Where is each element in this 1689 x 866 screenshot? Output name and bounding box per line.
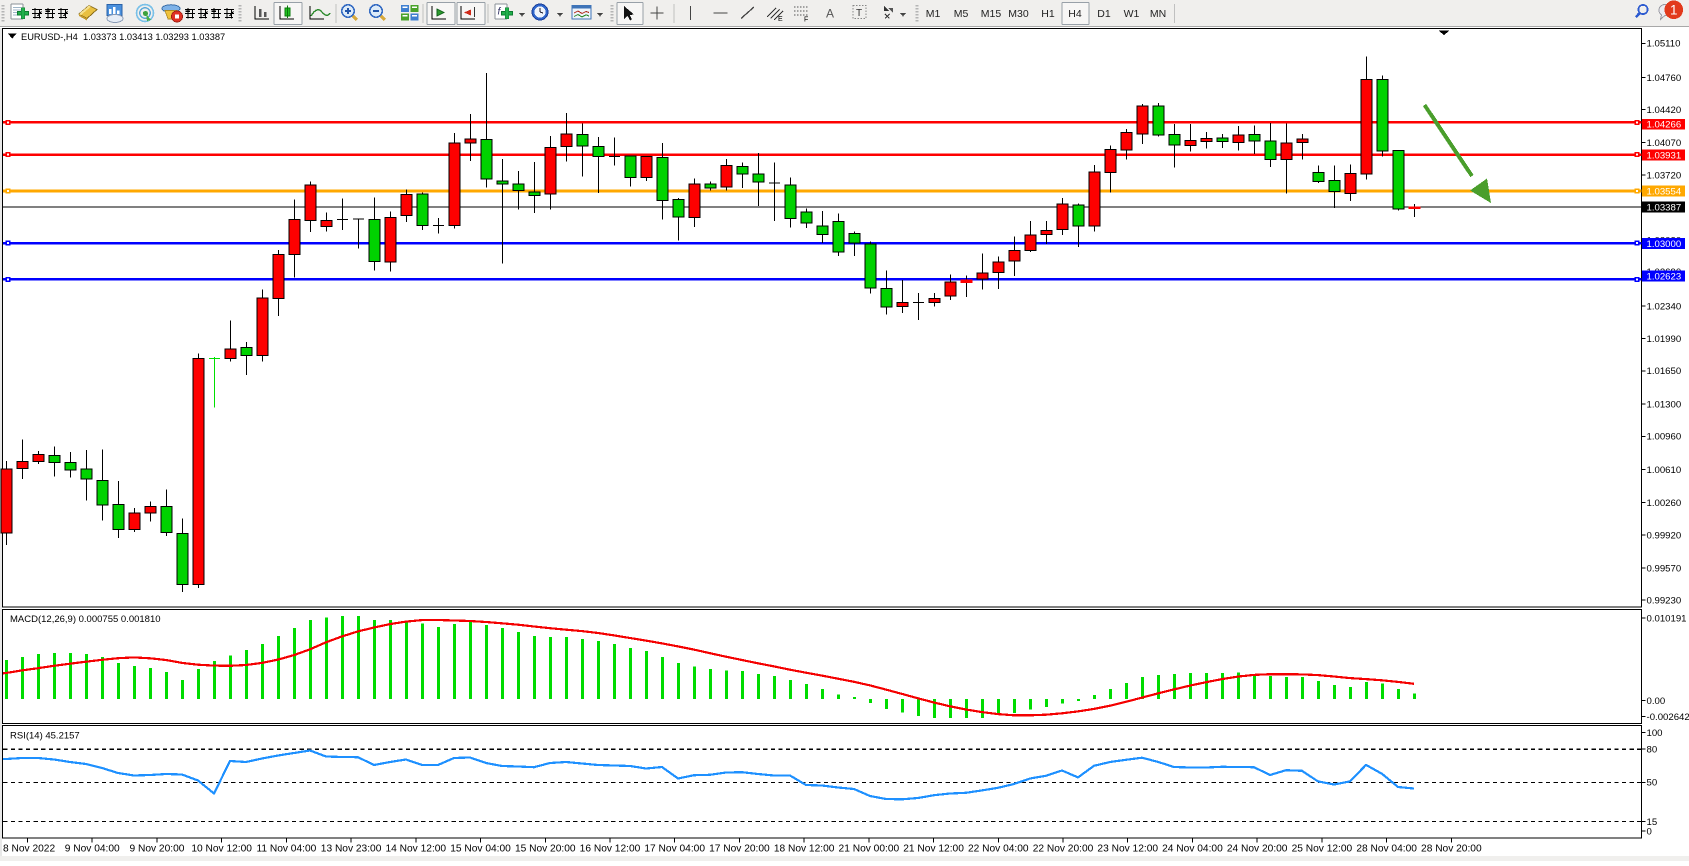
svg-text:M30: M30 (1008, 8, 1029, 20)
svg-text:F: F (804, 17, 808, 24)
svg-text:11 Nov 04:00: 11 Nov 04:00 (256, 844, 316, 855)
svg-text:21 Nov 12:00: 21 Nov 12:00 (903, 844, 964, 855)
svg-text:1.01300: 1.01300 (1647, 399, 1682, 410)
svg-text:1.03931: 1.03931 (1647, 150, 1682, 161)
svg-text:1.01650: 1.01650 (1647, 366, 1682, 377)
svg-text:17 Nov 20:00: 17 Nov 20:00 (709, 844, 770, 855)
svg-text:-0.002642: -0.002642 (1647, 712, 1689, 723)
svg-text:1.04760: 1.04760 (1647, 73, 1682, 84)
svg-text:1.03000: 1.03000 (1647, 239, 1682, 250)
svg-text:0.99920: 0.99920 (1647, 530, 1682, 541)
svg-text:1.05110: 1.05110 (1647, 39, 1681, 50)
svg-text:24 Nov 04:00: 24 Nov 04:00 (1162, 844, 1223, 855)
svg-text:28 Nov 04:00: 28 Nov 04:00 (1356, 844, 1417, 855)
svg-text:1.03720: 1.03720 (1647, 171, 1682, 182)
svg-text:1.00260: 1.00260 (1647, 498, 1682, 509)
svg-text:1.02623: 1.02623 (1647, 271, 1682, 282)
svg-text:E: E (778, 16, 783, 23)
svg-text:0.99570: 0.99570 (1647, 563, 1682, 574)
svg-text:M5: M5 (954, 8, 969, 20)
svg-text:1: 1 (1670, 2, 1678, 17)
svg-text:9 Nov 20:00: 9 Nov 20:00 (129, 844, 184, 855)
svg-text:MN: MN (1150, 8, 1166, 20)
svg-text:17 Nov 04:00: 17 Nov 04:00 (644, 844, 705, 855)
svg-text:A: A (826, 7, 834, 21)
svg-text:M1: M1 (926, 8, 941, 20)
svg-text:T: T (856, 8, 862, 19)
svg-text:1.03387: 1.03387 (1647, 203, 1682, 214)
svg-text:EURUSD-,H4 1.03373 1.03413 1.: EURUSD-,H4 1.03373 1.03413 1.03293 1.033… (21, 32, 225, 42)
svg-text:50: 50 (1647, 778, 1658, 789)
svg-text:28 Nov 20:00: 28 Nov 20:00 (1421, 844, 1482, 855)
svg-text:10 Nov 12:00: 10 Nov 12:00 (191, 844, 252, 855)
svg-text:W1: W1 (1124, 8, 1140, 20)
svg-text:13 Nov 23:00: 13 Nov 23:00 (321, 844, 382, 855)
svg-text:H1: H1 (1041, 8, 1055, 20)
svg-text:25 Nov 12:00: 25 Nov 12:00 (1292, 844, 1353, 855)
svg-text:0.00: 0.00 (1647, 696, 1666, 707)
svg-text:14 Nov 12:00: 14 Nov 12:00 (386, 844, 447, 855)
svg-text:M15: M15 (981, 8, 1002, 20)
svg-text:100: 100 (1647, 728, 1663, 739)
svg-text:15 Nov 04:00: 15 Nov 04:00 (450, 844, 511, 855)
svg-text:22 Nov 04:00: 22 Nov 04:00 (968, 844, 1029, 855)
svg-text:23 Nov 12:00: 23 Nov 12:00 (1097, 844, 1158, 855)
svg-text:1.04070: 1.04070 (1647, 138, 1682, 149)
svg-text:16 Nov 12:00: 16 Nov 12:00 (580, 844, 641, 855)
svg-text:1.00960: 1.00960 (1647, 432, 1682, 443)
svg-text:8 Nov 2022: 8 Nov 2022 (3, 844, 55, 855)
svg-text:15 Nov 20:00: 15 Nov 20:00 (515, 844, 576, 855)
svg-text:0.010191: 0.010191 (1647, 613, 1687, 624)
svg-text:9 Nov 04:00: 9 Nov 04:00 (65, 844, 120, 855)
svg-text:1.00610: 1.00610 (1647, 465, 1682, 476)
svg-text:RSI(14) 45.2157: RSI(14) 45.2157 (10, 731, 80, 742)
svg-text:0: 0 (1647, 826, 1652, 837)
svg-text:0.99230: 0.99230 (1647, 596, 1682, 607)
svg-text:1.01990: 1.01990 (1647, 334, 1682, 345)
svg-text:H4: H4 (1068, 8, 1082, 20)
svg-text:80: 80 (1647, 745, 1658, 756)
svg-text:22 Nov 20:00: 22 Nov 20:00 (1033, 844, 1094, 855)
svg-text:1.04420: 1.04420 (1647, 105, 1682, 116)
svg-text:MACD(12,26,9) 0.000755 0.00181: MACD(12,26,9) 0.000755 0.001810 (10, 614, 161, 625)
svg-text:1.04266: 1.04266 (1647, 120, 1682, 131)
svg-text:D1: D1 (1097, 8, 1111, 20)
svg-text:18 Nov 12:00: 18 Nov 12:00 (774, 844, 835, 855)
svg-text:21 Nov 00:00: 21 Nov 00:00 (839, 844, 900, 855)
svg-text:24 Nov 20:00: 24 Nov 20:00 (1227, 844, 1288, 855)
svg-text:1.02340: 1.02340 (1647, 301, 1682, 312)
svg-text:1.03554: 1.03554 (1647, 186, 1682, 197)
